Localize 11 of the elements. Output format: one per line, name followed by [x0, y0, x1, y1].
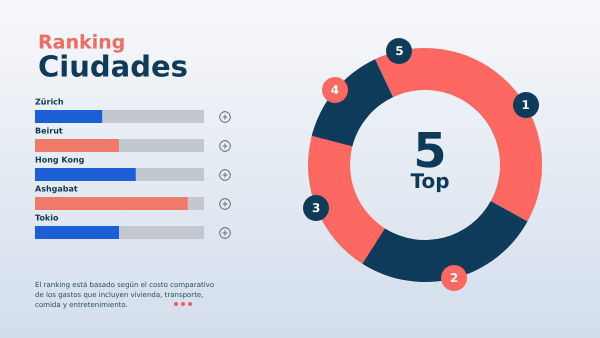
y-tick-label: Ashgabat [35, 184, 78, 194]
chart-title: Ranking [38, 32, 126, 54]
slice-label: 4 [322, 77, 348, 104]
y-tick-label: Beirut [35, 126, 63, 136]
y-tick-label: Hong Kong [35, 156, 85, 164]
y-tick-label: Zürich [35, 98, 64, 106]
slice-label: 1 [512, 92, 539, 118]
slice-label: 2 [441, 265, 468, 292]
slice-label: 5 [386, 38, 412, 64]
slice-label: 3 [303, 195, 330, 222]
y-tick-label: Tokio [35, 214, 59, 222]
